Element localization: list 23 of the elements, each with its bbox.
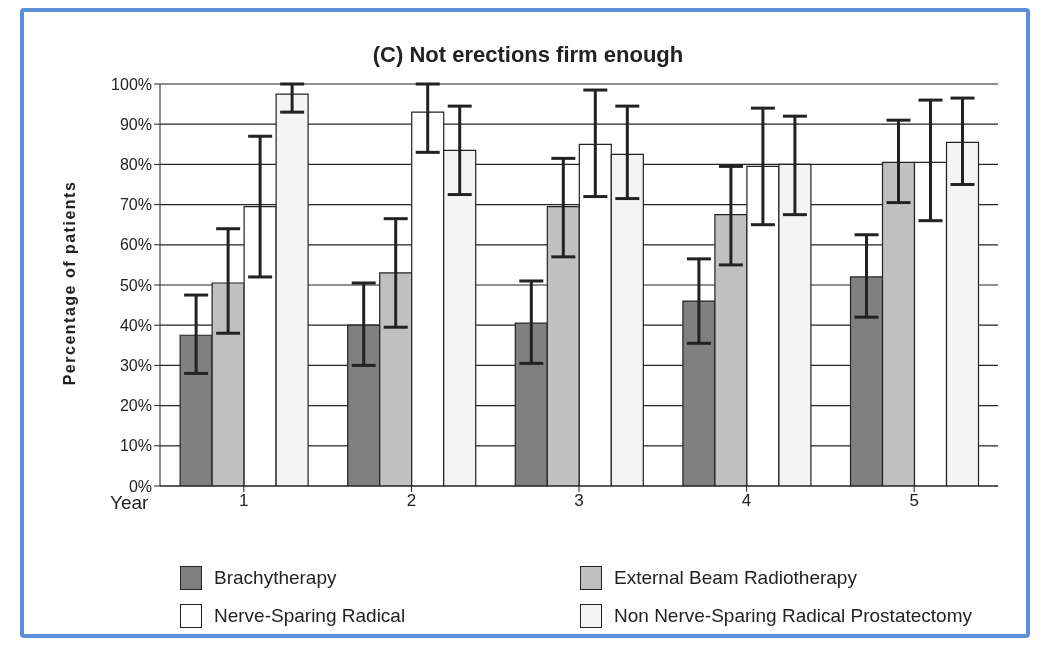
x-tick-label: 3 bbox=[574, 491, 584, 511]
legend-label: Nerve-Sparing Radical bbox=[214, 605, 406, 627]
y-tick-label: 60% bbox=[119, 236, 152, 254]
x-tick-label: 4 bbox=[741, 491, 752, 511]
legend-label: Brachytherapy bbox=[214, 567, 337, 589]
y-axis-title: Percentage of patients bbox=[61, 180, 79, 386]
y-tick-label: 90% bbox=[119, 115, 152, 133]
y-tick-label: 40% bbox=[119, 316, 152, 334]
y-tick-label: 70% bbox=[119, 196, 152, 214]
x-tick-label: 2 bbox=[406, 491, 417, 511]
y-tick-label: 80% bbox=[119, 156, 152, 174]
legend-label: External Beam Radiotherapy bbox=[614, 567, 857, 589]
y-tick-label: 50% bbox=[119, 276, 152, 294]
y-tick-label: 10% bbox=[119, 437, 152, 455]
y-tick-label: 100% bbox=[111, 75, 152, 93]
x-tick-label: 5 bbox=[909, 491, 919, 511]
chart-title: (C) Not erections firm enough bbox=[371, 42, 685, 68]
x-axis-title: Year bbox=[110, 492, 149, 514]
legend-label: Non Nerve-Sparing Radical Prostatectomy bbox=[614, 605, 972, 627]
y-tick-label: 20% bbox=[119, 397, 152, 415]
x-tick-label: 1 bbox=[239, 491, 249, 511]
y-tick-label: 30% bbox=[119, 357, 152, 375]
y-tick-label: 0% bbox=[128, 477, 152, 495]
